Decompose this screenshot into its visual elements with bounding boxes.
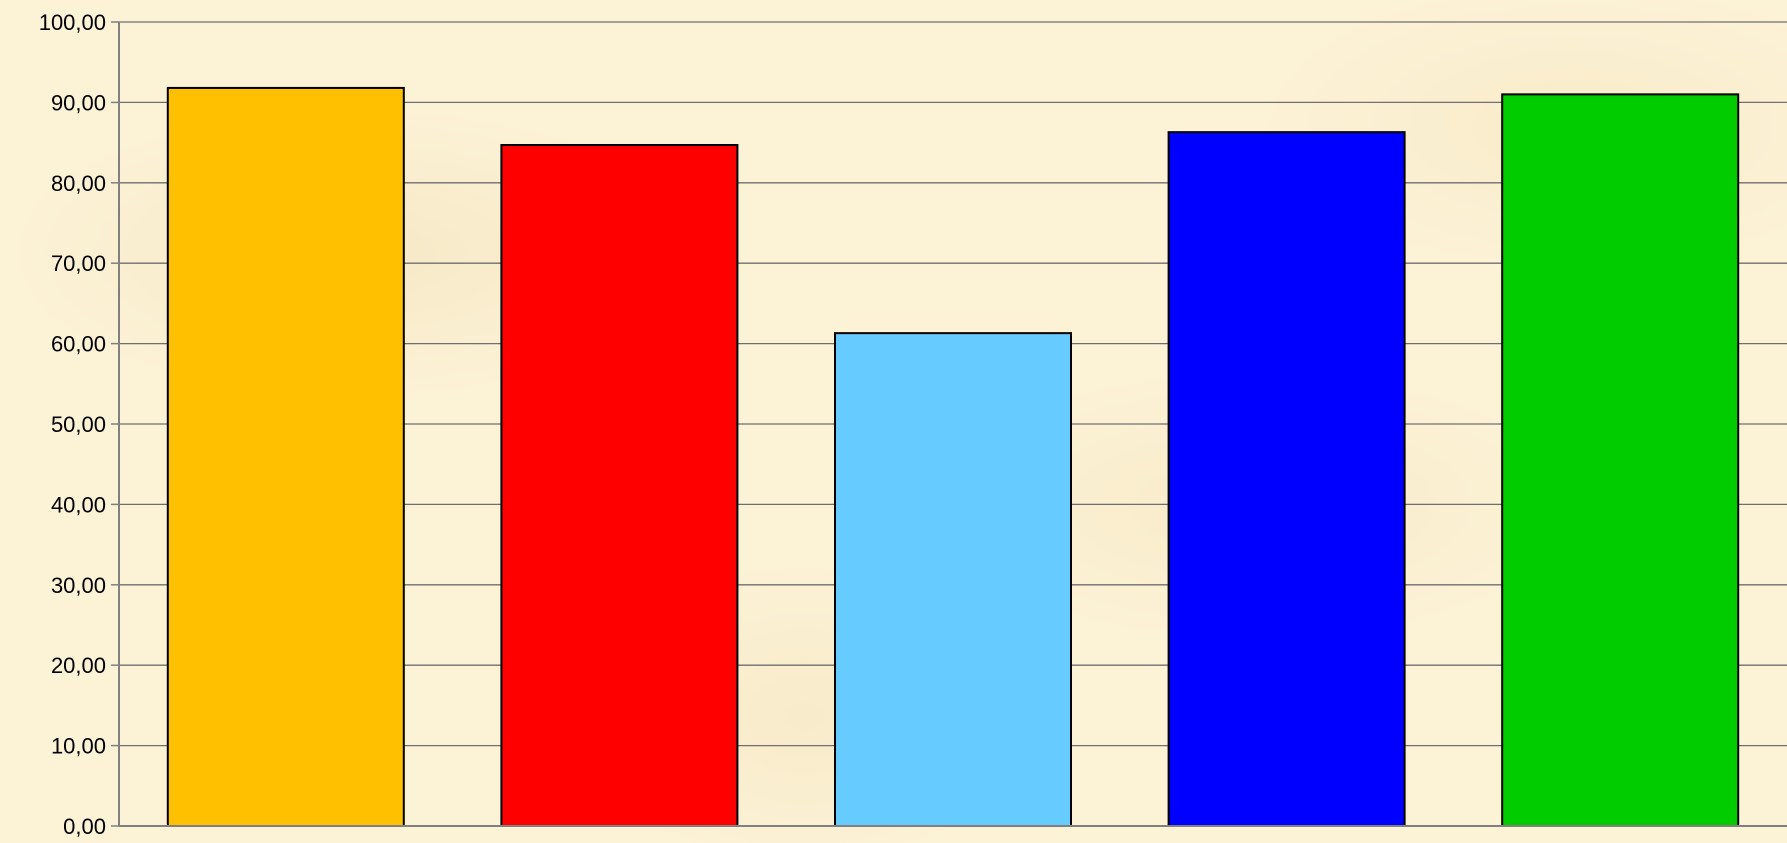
- y-tick-label: 70,00: [51, 251, 106, 276]
- y-tick-label: 40,00: [51, 492, 106, 517]
- bar-4: [1167, 131, 1406, 827]
- y-tick-label: 10,00: [51, 734, 106, 759]
- y-tick-label: 20,00: [51, 653, 106, 678]
- y-tick-label: 90,00: [51, 90, 106, 115]
- y-tick-label: 80,00: [51, 171, 106, 196]
- y-tick-label: 30,00: [51, 573, 106, 598]
- bar-5: [1501, 93, 1740, 828]
- y-tick-labels: 0,00 10,00 20,00 30,00 40,00 50,00 60,00 70,00 8…: [39, 10, 119, 839]
- bar-2: [500, 144, 739, 827]
- bar-1: [166, 86, 405, 828]
- y-tick-label: 60,00: [51, 332, 106, 357]
- bar-3: [834, 332, 1072, 827]
- y-tick-label: 50,00: [51, 412, 106, 437]
- y-tick-label: 0,00: [63, 814, 106, 839]
- bars: [166, 86, 1740, 828]
- y-tick-label: 100,00: [39, 10, 106, 35]
